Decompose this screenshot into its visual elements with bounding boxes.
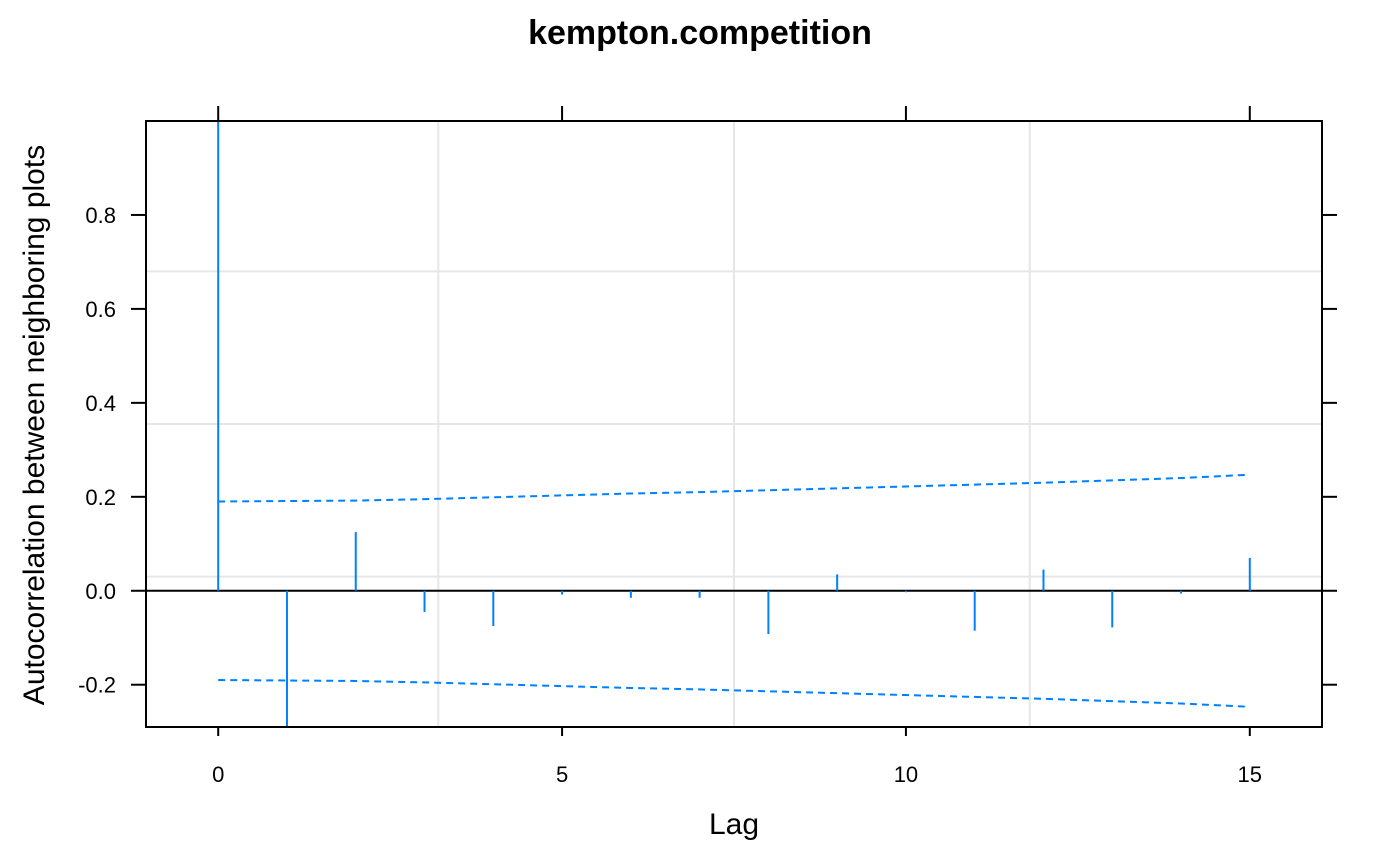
y-axis-label: Autocorrelation between neighboring plot… (18, 145, 51, 705)
confidence-bands (218, 473, 1250, 708)
acf-bars (217, 121, 1251, 727)
x-tick-label: 15 (1238, 762, 1262, 787)
grid-lines (146, 121, 1322, 727)
y-tick-label: 0.6 (85, 297, 116, 322)
plot-frame (145, 120, 1323, 728)
y-tick-label: 0.4 (85, 391, 116, 416)
x-axis-ticks: 0 5 10 15 (212, 106, 1262, 787)
y-tick-label: 0.8 (85, 203, 116, 228)
x-tick-label: 0 (212, 762, 224, 787)
y-tick-label: 0.0 (85, 579, 116, 604)
confidence-upper-line (218, 473, 1250, 503)
y-tick-label: 0.2 (85, 485, 116, 510)
y-axis-ticks: -0.2 0.0 0.2 0.4 0.6 0.8 (78, 203, 1337, 698)
x-tick-label: 5 (556, 762, 568, 787)
y-tick-label: -0.2 (78, 673, 116, 698)
plot-border (145, 120, 1323, 728)
x-axis-label: Lag (709, 808, 759, 841)
x-tick-label: 10 (894, 762, 918, 787)
confidence-lower-line (218, 679, 1250, 708)
chart-title: kempton.competition (528, 14, 872, 52)
